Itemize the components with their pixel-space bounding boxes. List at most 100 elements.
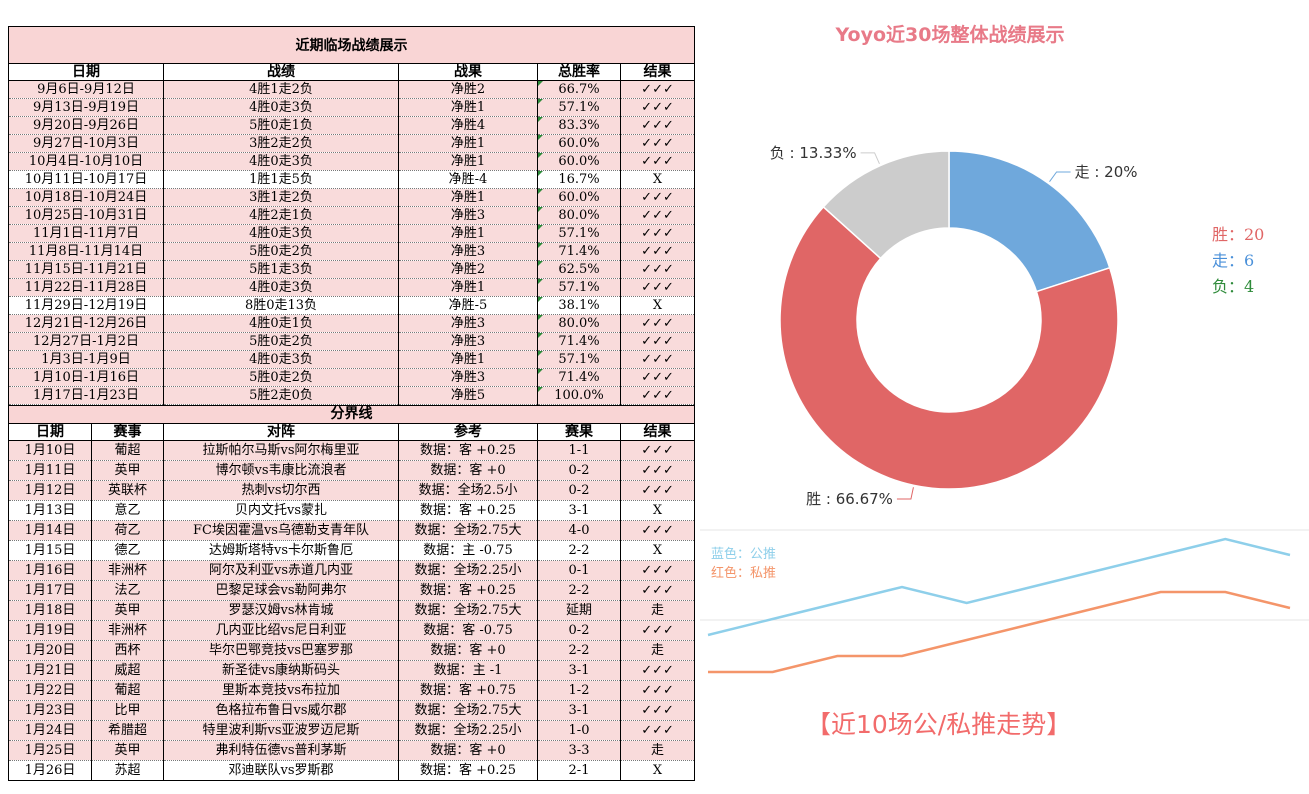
table-cell: 1月3日-1月9日 <box>8 350 164 369</box>
table-cell: 走 <box>619 600 696 621</box>
table-cell: 英甲 <box>91 460 164 481</box>
table-cell: ✓✓✓ <box>619 580 696 601</box>
col-header-rate: 总胜率 <box>537 63 621 81</box>
table-cell: X <box>619 296 696 315</box>
table-cell: 4胜0走3负 <box>163 224 399 243</box>
match-row: 1月23日 比甲 色格拉布鲁日vs威尔郡 数据：全场2.75大 3-1 ✓✓✓ <box>8 700 696 721</box>
table-cell: 80.0% <box>537 206 621 225</box>
table-cell: 净胜1 <box>398 134 538 153</box>
match-row: 1月26日 苏超 邓迪联队vs罗斯郡 数据：客 +0.25 2-1 X <box>8 760 696 781</box>
match-row: 1月20日 西杯 毕尔巴鄂竞技vs巴塞罗那 数据：客 +0 2-2 走 <box>8 640 696 661</box>
table-cell: 数据：客 -0.75 <box>398 620 538 641</box>
table-cell: X <box>619 170 696 189</box>
table-cell: 1月23日 <box>8 700 92 721</box>
table-cell: 3胜1走2负 <box>163 188 399 207</box>
donut-slice-0 <box>948 150 1111 293</box>
table-cell: 比甲 <box>91 700 164 721</box>
table-cell: 数据：全场2.75大 <box>398 520 538 541</box>
table-cell: ✓✓✓ <box>619 620 696 641</box>
table-cell: 5胜2走0负 <box>163 386 399 405</box>
table-cell: 延期 <box>537 600 621 621</box>
table-cell: 1月10日 <box>8 440 92 461</box>
table-cell: 11月8日-11月14日 <box>8 242 164 261</box>
table-cell: X <box>619 540 696 561</box>
table-cell: 净胜3 <box>398 332 538 351</box>
table-cell: 1月14日 <box>8 520 92 541</box>
match-row: 1月18日 英甲 罗瑟汉姆vs林肯城 数据：全场2.75大 延期走 <box>8 600 696 621</box>
series-line-1 <box>708 590 1291 674</box>
table-cell: ✓✓✓ <box>619 460 696 481</box>
match-row: 1月15日 德乙 达姆斯塔特vs卡尔斯鲁厄 数据：主 -0.75 2-2 X <box>8 540 696 561</box>
table-cell: 阿尔及利亚vs赤道几内亚 <box>163 560 399 581</box>
table-cell: 几内亚比绍vs尼日利亚 <box>163 620 399 641</box>
match-row: 1月19日 非洲杯 几内亚比绍vs尼日利亚 数据：客 -0.75 0-2 ✓✓✓ <box>8 620 696 641</box>
record-row: 9月13日-9月19日 4胜0走3负 净胜1 57.1% ✓✓✓ <box>8 98 696 117</box>
table-cell: ✓✓✓ <box>619 242 696 261</box>
table-cell: 4胜1走2负 <box>163 80 399 99</box>
table-cell: 2-2 <box>537 580 621 601</box>
table-cell: 净胜3 <box>398 206 538 225</box>
trend-line-chart <box>700 529 1309 674</box>
table-cell: 9月27日-10月3日 <box>8 134 164 153</box>
series-line-0 <box>707 537 1291 637</box>
table-cell: 新圣徒vs康纳斯码头 <box>163 660 399 681</box>
pie-legend: 胜：20 走：6 负：4 <box>1212 222 1264 300</box>
table-cell: 0-2 <box>537 480 621 501</box>
table-cell: 57.1% <box>537 278 621 297</box>
table-cell: 1月22日 <box>8 680 92 701</box>
table-cell: ✓✓✓ <box>619 386 696 405</box>
table-cell: 1月16日 <box>8 560 92 581</box>
donut-slice-label: 负 : 13.33% <box>770 144 857 162</box>
table-cell: 1-2 <box>537 680 621 701</box>
donut-leader-line <box>896 487 914 500</box>
table-cell: 数据：客 +0.25 <box>398 440 538 461</box>
table-cell: 1月25日 <box>8 740 92 761</box>
col-header-record: 战绩 <box>163 63 399 81</box>
table-cell: 净胜1 <box>398 152 538 171</box>
legend-entry: 走：6 <box>1212 251 1255 270</box>
table-cell: ✓✓✓ <box>619 224 696 243</box>
table-cell: 60.0% <box>537 188 621 207</box>
table-cell: 57.1% <box>537 98 621 117</box>
table-cell: 英联杯 <box>91 480 164 501</box>
table-cell: 里斯本竞技vs布拉加 <box>163 680 399 701</box>
table-cell: 1月24日 <box>8 720 92 741</box>
col-header-result: 结果 <box>619 423 696 441</box>
table-cell: 5胜1走3负 <box>163 260 399 279</box>
match-table: 分界线 日期 赛事 对阵 参考 赛果 结果 1月10日 葡超 拉斯帕尔马斯vs阿尔梅… <box>7 405 696 781</box>
table-cell: 英甲 <box>91 740 164 761</box>
legend-entry: 负：4 <box>1212 277 1255 296</box>
record-row: 11月22日-11月28日 4胜0走3负 净胜1 57.1% ✓✓✓ <box>8 278 696 297</box>
record-row: 10月4日-10月10日 4胜0走3负 净胜1 60.0% ✓✓✓ <box>8 152 696 171</box>
table-cell: 荷乙 <box>91 520 164 541</box>
table-cell: 0-2 <box>537 620 621 641</box>
table-cell: 德乙 <box>91 540 164 561</box>
table-cell: 1月13日 <box>8 500 92 521</box>
donut-chart: 走 : 20% 胜 : 66.67% 负 : 13.33% <box>770 144 1138 508</box>
record-row: 11月29日-12月19日 8胜0走13负 净胜-5 38.1% X <box>8 296 696 315</box>
table-cell: 数据：全场2.75大 <box>398 600 538 621</box>
divider-label: 分界线 <box>7 405 696 424</box>
table-cell: ✓✓✓ <box>619 332 696 351</box>
match-row: 1月22日 葡超 里斯本竞技vs布拉加 数据：客 +0.75 1-2 ✓✓✓ <box>8 680 696 701</box>
left-panel: 近期临场战绩展示 日期 战绩 战果 总胜率 结果 9月6日-9月12日 4胜1走2… <box>7 26 696 781</box>
table-cell: 1月17日-1月23日 <box>8 386 164 405</box>
table-cell: 1胜1走5负 <box>163 170 399 189</box>
table-cell: 毕尔巴鄂竞技vs巴塞罗那 <box>163 640 399 661</box>
table-cell: 威超 <box>91 660 164 681</box>
match-row: 1月12日 英联杯 热刺vs切尔西 数据：全场2.5小 0-2 ✓✓✓ <box>8 480 696 501</box>
table-cell: 4胜0走3负 <box>163 278 399 297</box>
col-header-date: 日期 <box>8 63 164 81</box>
table-cell: 1月11日 <box>8 460 92 481</box>
table-cell: X <box>619 500 696 521</box>
col-header-reference: 参考 <box>398 423 538 441</box>
table-cell: 9月6日-9月12日 <box>8 80 164 99</box>
table-cell: 净胜4 <box>398 116 538 135</box>
table-cell: 意乙 <box>91 500 164 521</box>
table-cell: 4胜0走3负 <box>163 152 399 171</box>
match-row: 1月17日 法乙 巴黎足球会vs勒阿弗尔 数据：客 +0.25 2-2 ✓✓✓ <box>8 580 696 601</box>
record-row: 9月27日-10月3日 3胜2走2负 净胜1 60.0% ✓✓✓ <box>8 134 696 153</box>
table-cell: 弗利特伍德vs普利茅斯 <box>163 740 399 761</box>
table-cell: ✓✓✓ <box>619 80 696 99</box>
table-cell: 100.0% <box>537 386 621 405</box>
